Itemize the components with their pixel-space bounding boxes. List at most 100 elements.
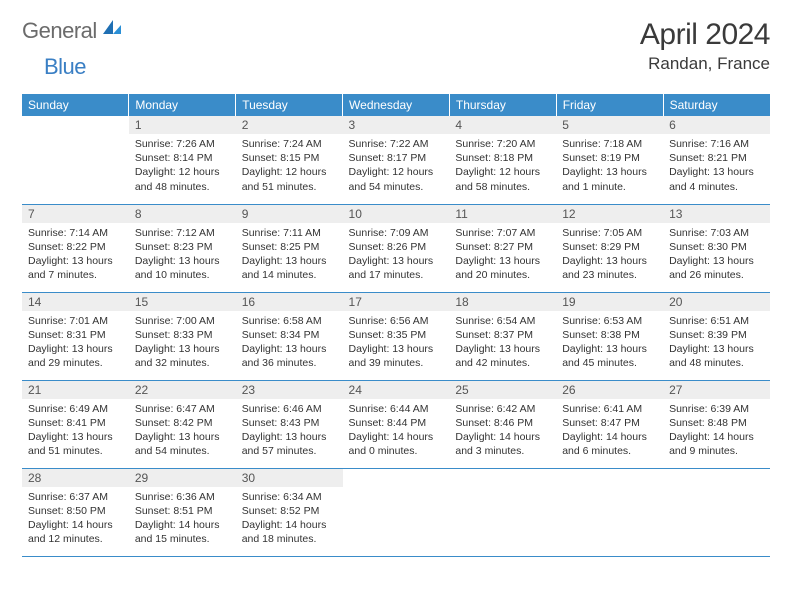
day-content: Sunrise: 6:47 AMSunset: 8:42 PMDaylight:… [129,399,236,463]
day-number: 10 [343,205,450,223]
day-number: 23 [236,381,343,399]
day-info-line: Daylight: 13 hours [669,342,764,356]
day-info-line: and 48 minutes. [669,356,764,370]
calendar-day-cell: 6Sunrise: 7:16 AMSunset: 8:21 PMDaylight… [663,116,770,204]
calendar-day-cell [449,468,556,556]
day-number: 1 [129,116,236,134]
calendar-week-row: 14Sunrise: 7:01 AMSunset: 8:31 PMDayligh… [22,292,770,380]
day-info-line: Daylight: 12 hours [135,165,230,179]
day-info-line: Sunset: 8:26 PM [349,240,444,254]
day-info-line: Sunset: 8:17 PM [349,151,444,165]
day-info-line: and 58 minutes. [455,180,550,194]
day-info-line: Sunrise: 7:01 AM [28,314,123,328]
day-info-line: and 18 minutes. [242,532,337,546]
day-info-line: and 7 minutes. [28,268,123,282]
day-info-line: Sunrise: 7:26 AM [135,137,230,151]
day-number: 7 [22,205,129,223]
day-number: 24 [343,381,450,399]
day-info-line: Sunset: 8:42 PM [135,416,230,430]
day-info-line: Sunrise: 6:44 AM [349,402,444,416]
day-info-line: Daylight: 13 hours [28,342,123,356]
calendar-week-row: 21Sunrise: 6:49 AMSunset: 8:41 PMDayligh… [22,380,770,468]
day-info-line: Daylight: 14 hours [455,430,550,444]
day-info-line: Sunrise: 7:22 AM [349,137,444,151]
day-info-line: and 20 minutes. [455,268,550,282]
day-number: 18 [449,293,556,311]
day-info-line: Sunrise: 6:34 AM [242,490,337,504]
day-info-line: and 39 minutes. [349,356,444,370]
calendar-day-cell: 9Sunrise: 7:11 AMSunset: 8:25 PMDaylight… [236,204,343,292]
calendar-day-cell: 1Sunrise: 7:26 AMSunset: 8:14 PMDaylight… [129,116,236,204]
day-info-line: Sunset: 8:23 PM [135,240,230,254]
day-number: 14 [22,293,129,311]
day-info-line: Sunrise: 6:49 AM [28,402,123,416]
day-info-line: Sunset: 8:43 PM [242,416,337,430]
day-info-line: Sunset: 8:15 PM [242,151,337,165]
day-content: Sunrise: 7:24 AMSunset: 8:15 PMDaylight:… [236,134,343,198]
day-content: Sunrise: 6:34 AMSunset: 8:52 PMDaylight:… [236,487,343,551]
day-info-line: Sunrise: 7:00 AM [135,314,230,328]
day-info-line: Sunset: 8:47 PM [562,416,657,430]
day-info-line: Daylight: 13 hours [135,430,230,444]
day-info-line: Daylight: 13 hours [562,254,657,268]
day-info-line: Sunrise: 7:20 AM [455,137,550,151]
day-number: 6 [663,116,770,134]
day-info-line: Sunrise: 7:05 AM [562,226,657,240]
day-info-line: Sunrise: 7:16 AM [669,137,764,151]
day-info-line: Sunset: 8:37 PM [455,328,550,342]
day-info-line: and 29 minutes. [28,356,123,370]
day-info-line: Daylight: 13 hours [669,254,764,268]
day-info-line: Daylight: 14 hours [349,430,444,444]
day-info-line: Daylight: 13 hours [455,254,550,268]
day-info-line: Sunrise: 6:46 AM [242,402,337,416]
weekday-header: Friday [556,94,663,116]
weekday-header: Monday [129,94,236,116]
day-info-line: Sunset: 8:46 PM [455,416,550,430]
day-info-line: Sunset: 8:33 PM [135,328,230,342]
day-info-line: Daylight: 12 hours [455,165,550,179]
day-info-line: and 45 minutes. [562,356,657,370]
day-number: 27 [663,381,770,399]
day-info-line: and 48 minutes. [135,180,230,194]
calendar-header-row: SundayMondayTuesdayWednesdayThursdayFrid… [22,94,770,116]
day-info-line: Sunset: 8:52 PM [242,504,337,518]
day-content: Sunrise: 7:26 AMSunset: 8:14 PMDaylight:… [129,134,236,198]
day-info-line: Daylight: 13 hours [242,254,337,268]
day-info-line: Sunrise: 7:12 AM [135,226,230,240]
day-content: Sunrise: 6:37 AMSunset: 8:50 PMDaylight:… [22,487,129,551]
day-content: Sunrise: 6:49 AMSunset: 8:41 PMDaylight:… [22,399,129,463]
calendar-day-cell: 19Sunrise: 6:53 AMSunset: 8:38 PMDayligh… [556,292,663,380]
day-info-line: Sunrise: 6:51 AM [669,314,764,328]
day-info-line: and 6 minutes. [562,444,657,458]
day-info-line: and 57 minutes. [242,444,337,458]
day-info-line: Daylight: 14 hours [135,518,230,532]
day-content: Sunrise: 6:39 AMSunset: 8:48 PMDaylight:… [663,399,770,463]
weekday-header: Wednesday [343,94,450,116]
day-content: Sunrise: 6:36 AMSunset: 8:51 PMDaylight:… [129,487,236,551]
day-info-line: and 12 minutes. [28,532,123,546]
day-number: 22 [129,381,236,399]
day-info-line: Sunset: 8:44 PM [349,416,444,430]
day-number: 13 [663,205,770,223]
day-info-line: and 17 minutes. [349,268,444,282]
day-number: 15 [129,293,236,311]
day-info-line: and 42 minutes. [455,356,550,370]
calendar-day-cell: 4Sunrise: 7:20 AMSunset: 8:18 PMDaylight… [449,116,556,204]
day-info-line: and 14 minutes. [242,268,337,282]
calendar-day-cell [343,468,450,556]
day-number: 21 [22,381,129,399]
day-info-line: Sunrise: 7:03 AM [669,226,764,240]
day-number: 5 [556,116,663,134]
day-content: Sunrise: 7:16 AMSunset: 8:21 PMDaylight:… [663,134,770,198]
day-info-line: Sunrise: 7:24 AM [242,137,337,151]
day-content: Sunrise: 6:56 AMSunset: 8:35 PMDaylight:… [343,311,450,375]
day-content: Sunrise: 6:42 AMSunset: 8:46 PMDaylight:… [449,399,556,463]
day-info-line: and 36 minutes. [242,356,337,370]
day-info-line: Daylight: 13 hours [135,254,230,268]
day-info-line: Daylight: 14 hours [242,518,337,532]
day-content: Sunrise: 7:00 AMSunset: 8:33 PMDaylight:… [129,311,236,375]
day-content: Sunrise: 7:09 AMSunset: 8:26 PMDaylight:… [343,223,450,287]
day-content: Sunrise: 6:44 AMSunset: 8:44 PMDaylight:… [343,399,450,463]
day-number: 29 [129,469,236,487]
logo-sail-icon [101,18,123,41]
